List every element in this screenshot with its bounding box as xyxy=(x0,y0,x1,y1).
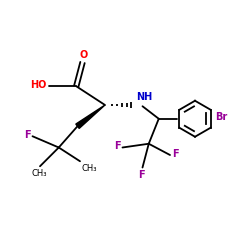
Text: O: O xyxy=(80,50,88,59)
Text: Br: Br xyxy=(215,112,227,122)
Text: F: F xyxy=(172,149,178,159)
Polygon shape xyxy=(76,105,105,128)
Text: F: F xyxy=(138,170,144,180)
Text: CH₃: CH₃ xyxy=(31,169,46,178)
Text: CH₃: CH₃ xyxy=(81,164,97,173)
Text: F: F xyxy=(24,130,30,140)
Text: NH: NH xyxy=(136,92,152,102)
Text: F: F xyxy=(114,141,120,151)
Text: HO: HO xyxy=(30,80,47,90)
